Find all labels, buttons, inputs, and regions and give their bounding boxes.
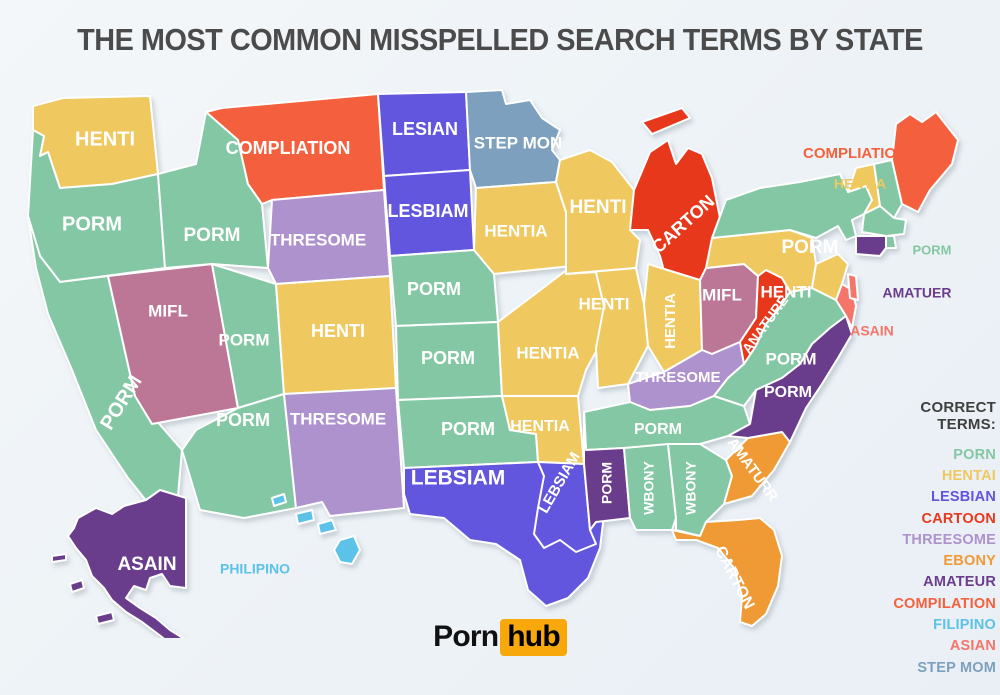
label-HI-external: PHILIPINO: [220, 561, 290, 577]
state-MA[interactable]: [861, 205, 907, 237]
label-TN: PORM: [634, 421, 682, 438]
state-IL[interactable]: [565, 267, 649, 389]
legend-item-cartoon: CARTOON: [921, 510, 996, 527]
label-MS: PORM: [599, 462, 615, 504]
legend-item-hentai: HENTAI: [941, 467, 996, 484]
legend-item-compilation: COMPILATION: [893, 595, 996, 612]
label-UT: PORM: [219, 330, 270, 349]
label-VA: PORM: [766, 349, 817, 368]
label-NC: PORM: [764, 384, 812, 401]
external-labels: COMPLIATION HENTIA PORM AMATUER ASAIN PH…: [220, 145, 952, 577]
state-MI2: [641, 107, 691, 135]
legend-heading: CORRECT TERMS:: [866, 399, 996, 434]
logo-text-hub: hub: [500, 619, 567, 656]
label-IN: HENTIA: [662, 293, 679, 349]
label-AZ: PORM: [216, 410, 270, 430]
legend-item-ebony: EBONY: [943, 553, 996, 570]
logo-text-porn: Porn: [433, 620, 499, 653]
label-MT: COMPLIATION: [226, 138, 351, 158]
label-OH: MIFL: [702, 285, 742, 304]
state-GA[interactable]: [667, 443, 733, 537]
state-DE[interactable]: [847, 273, 859, 301]
legend-item-threesome: THREESOME: [902, 531, 996, 548]
state-AK-islands: [51, 553, 115, 625]
legend-items: PORN HENTAI LESBIAN CARTOON THREESOME EB…: [866, 445, 996, 679]
label-SD: LESBIAM: [388, 201, 469, 221]
label-KS: PORM: [421, 348, 475, 368]
label-VT-external: HENTIA: [834, 176, 886, 192]
label-MA-external: PORM: [913, 242, 952, 257]
label-OK: PORM: [441, 419, 495, 439]
label-AK: ASAIN: [117, 554, 176, 575]
label-GA: WBONY: [683, 461, 699, 515]
state-MO[interactable]: [497, 265, 605, 397]
label-CO: HENTI: [311, 321, 365, 341]
legend-item-stepmom: STEP MOM: [917, 659, 996, 676]
label-MO: HENTIA: [516, 343, 579, 362]
state-ME[interactable]: [891, 111, 959, 213]
label-NE: PORM: [407, 279, 461, 299]
label-WI: HENTI: [570, 197, 627, 218]
label-MN: STEP MON: [474, 133, 562, 152]
label-OR: PORM: [62, 213, 122, 235]
state-RI[interactable]: [885, 235, 897, 249]
legend-heading-line1: CORRECT: [920, 399, 996, 416]
label-NH-external: COMPLIATION: [803, 145, 907, 162]
legend-item-filipino: FILIPINO: [933, 617, 996, 634]
legend-heading-line2: TERMS:: [937, 415, 996, 433]
us-map: HENTI PORM PORM MIFL PORM COMPLIATION TH…: [0, 78, 1000, 638]
state-CT[interactable]: [855, 235, 887, 257]
state-HI[interactable]: [271, 493, 361, 565]
label-ID: PORM: [184, 225, 241, 246]
label-WY: THRESOME: [270, 230, 366, 249]
label-CT-external: AMATUER: [883, 285, 952, 301]
state-AK[interactable]: [67, 489, 198, 638]
label-WA: HENTI: [75, 128, 135, 150]
state-NC[interactable]: [727, 315, 853, 443]
label-PA: HENTI: [761, 282, 812, 301]
label-NY: PORM: [782, 237, 839, 258]
legend: CORRECT TERMS: PORN HENTAI LESBIAN CARTO…: [866, 399, 996, 679]
label-MD-external: ASAIN: [850, 323, 894, 339]
label-NV: MIFL: [148, 301, 188, 320]
pornhub-logo: Porn hub: [0, 619, 1000, 656]
label-TX: LEBSIAM: [411, 467, 506, 490]
label-AR: HENTIA: [510, 418, 570, 435]
legend-item-asian: ASIAN: [949, 638, 996, 655]
page-title: THE MOST COMMON MISSPELLED SEARCH TERMS …: [77, 22, 923, 57]
state-NM[interactable]: [283, 387, 405, 517]
label-NM: THRESOME: [290, 409, 386, 428]
state-MN[interactable]: [465, 89, 561, 189]
label-ND: LESIAN: [392, 119, 458, 139]
label-IL: HENTI: [579, 294, 630, 313]
legend-item-amateur: AMATEUR: [923, 574, 996, 591]
state-NE[interactable]: [389, 249, 499, 327]
label-KY: THRESOME: [635, 369, 720, 386]
label-AL: WBONY: [641, 461, 657, 515]
legend-item-lesbian: LESBIAN: [930, 489, 996, 506]
state-FL[interactable]: [671, 517, 783, 627]
legend-item-porn: PORN: [953, 446, 996, 463]
label-IA: HENTIA: [484, 221, 547, 240]
